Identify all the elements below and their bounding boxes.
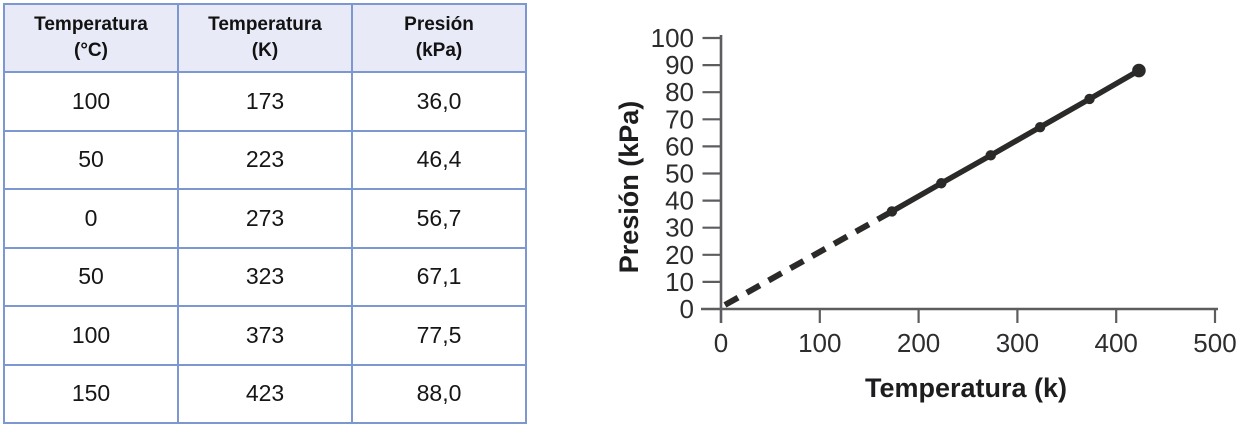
col-header-temperatura-k: Temperatura (K) [177,3,353,73]
y-tick-label: 50 [665,159,694,189]
data-point [985,150,996,161]
table-header: Temperatura (°C) Temperatura (K) Presión… [3,3,527,73]
cell-presion-kpa: 67,1 [351,246,527,307]
x-tick-label: 200 [897,328,940,358]
table-row: 50 223 46,4 [3,129,527,190]
series-line-extrapolacion [723,208,894,308]
y-tick-label: 20 [665,240,694,270]
data-point [1084,93,1095,105]
y-tick-label: 80 [665,77,694,107]
y-tick-label: 100 [651,23,694,53]
table-row: 50 323 67,1 [3,246,527,307]
cell-temperatura-c: 50 [3,129,179,190]
cell-presion-kpa: 77,5 [351,305,527,366]
col-header-unit: (kPa) [415,40,463,61]
header-row: Temperatura (°C) Temperatura (K) Presión… [3,3,527,73]
y-tick-label: 90 [665,50,694,80]
x-tick-label: 300 [996,328,1039,358]
data-table: Temperatura (°C) Temperatura (K) Presión… [3,3,527,424]
cell-presion-kpa: 36,0 [351,71,527,132]
data-point [1034,121,1046,133]
table-row: 0 273 56,7 [3,188,527,249]
table-body: 100 173 36,0 50 223 46,4 0 273 56,7 50 3… [3,71,527,424]
cell-presion-kpa: 88,0 [351,363,527,424]
cell-temperatura-c: 50 [3,246,179,307]
cell-temperatura-k: 173 [177,71,353,132]
cell-temperatura-c: 150 [3,363,179,424]
cell-temperatura-k: 223 [177,129,353,190]
y-tick-label: 40 [665,186,694,216]
x-tick-label: 400 [1095,328,1138,358]
y-tick-label: 0 [680,294,694,324]
data-point [936,178,947,189]
y-tick-label: 30 [665,213,694,243]
col-header-unit: (°C) [74,40,108,61]
data-point [1132,63,1146,78]
cell-temperatura-c: 100 [3,71,179,132]
x-tick-label: 100 [798,328,841,358]
cell-presion-kpa: 46,4 [351,129,527,190]
series-line-datos-medidos [889,67,1142,215]
table-row: 100 373 77,5 [3,305,527,366]
cell-temperatura-k: 423 [177,363,353,424]
data-point [886,206,898,217]
y-tick-label: 70 [665,104,694,134]
col-header-label: Presión [404,14,474,36]
cell-presion-kpa: 56,7 [351,188,527,249]
table-row: 150 423 88,0 [3,363,527,424]
y-axis-title: Presión (kPa) [614,101,644,274]
cell-temperatura-k: 273 [177,188,353,249]
y-tick-label: 60 [665,131,694,161]
col-header-temperatura-c: Temperatura (°C) [3,3,179,73]
x-tick-label: 500 [1193,328,1236,358]
col-header-unit: (K) [251,40,279,61]
cell-temperatura-c: 100 [3,305,179,366]
cell-temperatura-c: 0 [3,188,179,249]
col-header-presion-kpa: Presión (kPa) [351,3,527,73]
cell-temperatura-k: 323 [177,246,353,307]
x-tick-label: 0 [714,328,728,358]
col-header-label: Temperatura [208,14,322,36]
x-axis-title: Temperatura (k) [865,373,1067,403]
y-tick-label: 10 [665,267,694,297]
col-header-label: Temperatura [34,14,148,36]
cell-temperatura-k: 373 [177,305,353,366]
table-row: 100 173 36,0 [3,71,527,132]
